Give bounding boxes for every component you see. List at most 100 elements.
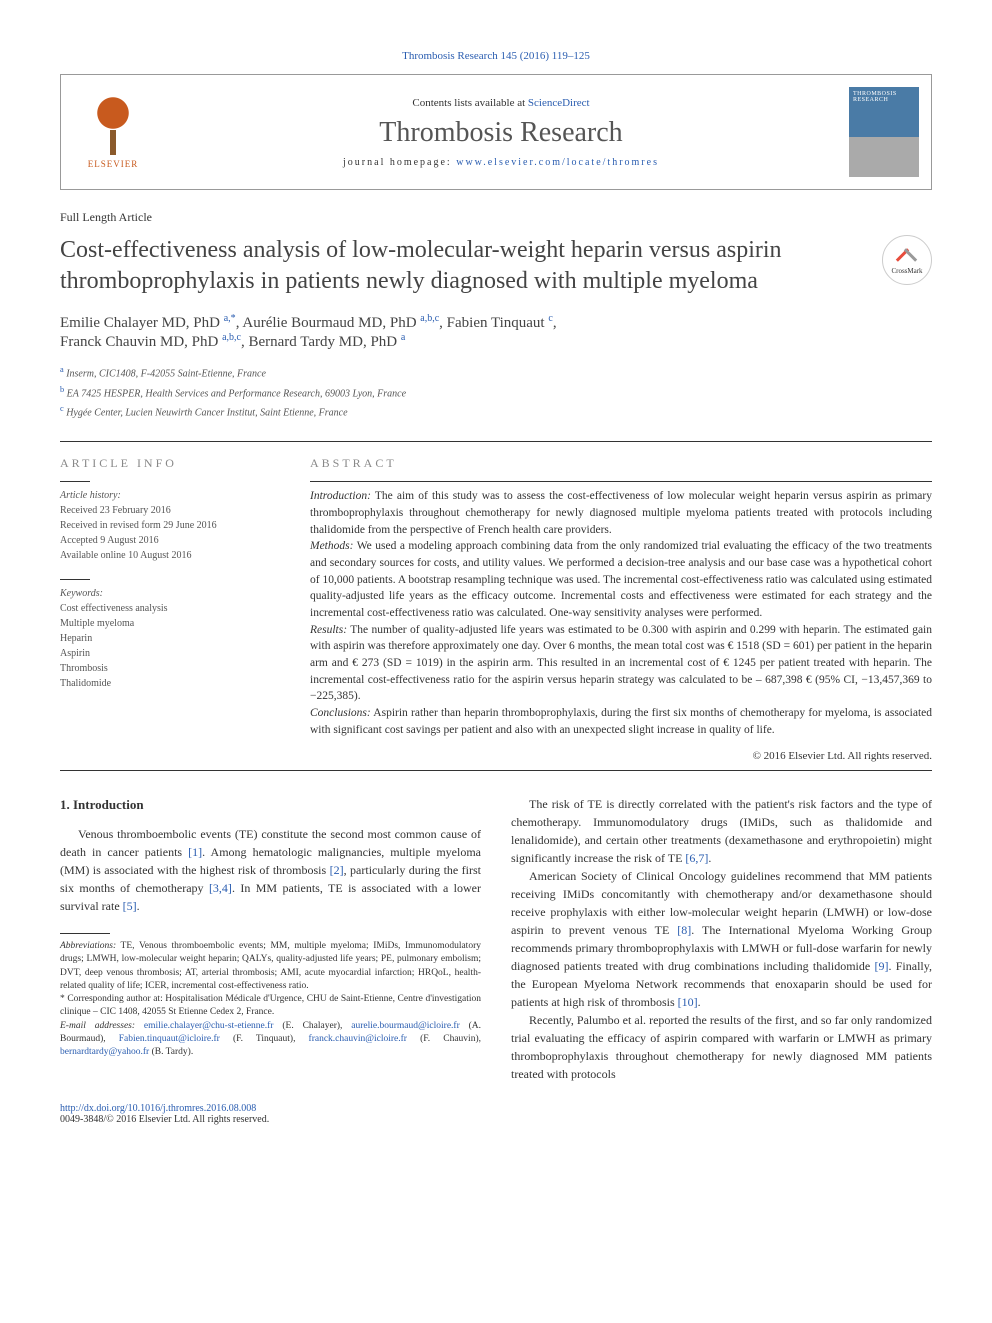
email-link[interactable]: Fabien.tinquaut@icloire.fr (119, 1034, 220, 1044)
emails-footnote: E-mail addresses: emilie.chalayer@chu-st… (60, 1020, 481, 1060)
author: Emilie Chalayer MD, PhD (60, 315, 220, 331)
affil-key: c (60, 404, 64, 413)
email-who: (E. Chalayer), (273, 1021, 351, 1031)
ref-link[interactable]: [3,4] (209, 881, 232, 895)
history-item: Received 23 February 2016 (60, 503, 280, 518)
homepage-prefix: journal homepage: (343, 157, 456, 168)
email-link[interactable]: aurelie.bourmaud@icloire.fr (351, 1021, 459, 1031)
affil-text: EA 7425 HESPER, Health Services and Perf… (67, 388, 406, 399)
article-info-column: ARTICLE INFO Article history: Received 2… (60, 456, 280, 762)
contents-prefix: Contents lists available at (412, 97, 527, 109)
ref-link[interactable]: [8] (677, 923, 691, 937)
journal-cover-thumbnail: THROMBOSIS RESEARCH (849, 87, 919, 177)
journal-ref-link[interactable]: Thrombosis Research 145 (2016) 119–125 (402, 50, 590, 62)
body-para: Recently, Palumbo et al. reported the re… (511, 1011, 932, 1083)
author: Aurélie Bourmaud MD, PhD (242, 315, 416, 331)
email-link[interactable]: franck.chauvin@icloire.fr (309, 1034, 407, 1044)
abbreviations-footnote: Abbreviations: TE, Venous thromboembolic… (60, 940, 481, 993)
publisher-name: ELSEVIER (88, 159, 139, 169)
keywords-block: Keywords: Cost effectiveness analysis Mu… (60, 586, 280, 691)
crossmark-badge[interactable]: CrossMark (882, 235, 932, 285)
body-para: Venous thromboembolic events (TE) consti… (60, 825, 481, 915)
homepage-link[interactable]: www.elsevier.com/locate/thromres (456, 157, 659, 168)
email-link[interactable]: bernardtardy@yahoo.fr (60, 1047, 149, 1057)
abbrev-label: Abbreviations: (60, 941, 116, 951)
article-info-heading: ARTICLE INFO (60, 456, 280, 471)
author-affil: a (401, 332, 405, 343)
abstract-conclusions-label: Conclusions: (310, 707, 371, 719)
footnote-rule (60, 933, 110, 934)
author-affil: c (548, 313, 552, 324)
email-who: (F. Tinquaut), (220, 1034, 309, 1044)
abstract-column: ABSTRACT Introduction: The aim of this s… (310, 456, 932, 762)
info-abstract-row: ARTICLE INFO Article history: Received 2… (60, 456, 932, 762)
contents-line: Contents lists available at ScienceDirec… (153, 97, 849, 109)
affil-key: b (60, 385, 64, 394)
ref-link[interactable]: [2] (330, 863, 344, 877)
abstract-results: The number of quality-adjusted life year… (310, 624, 932, 703)
elsevier-tree-icon (83, 95, 143, 155)
elsevier-logo: ELSEVIER (73, 87, 153, 177)
homepage-line: journal homepage: www.elsevier.com/locat… (153, 157, 849, 168)
history-item: Accepted 9 August 2016 (60, 533, 280, 548)
sciencedirect-link[interactable]: ScienceDirect (528, 97, 590, 109)
header-center: Contents lists available at ScienceDirec… (153, 97, 849, 168)
ref-link[interactable]: [9] (874, 959, 888, 973)
email-who: (B. Tardy). (149, 1047, 193, 1057)
keyword: Aspirin (60, 646, 280, 661)
abstract-copyright: © 2016 Elsevier Ltd. All rights reserved… (310, 750, 932, 762)
author-affil: a,b,c (222, 332, 241, 343)
abstract-rule (310, 481, 932, 482)
affil-text: Hygée Center, Lucien Neuwirth Cancer Ins… (66, 407, 347, 418)
corresponding-footnote: * Corresponding author at: Hospitalisati… (60, 993, 481, 1020)
author: Bernard Tardy MD, PhD (248, 334, 397, 350)
history-label: Article history: (60, 488, 280, 503)
article-title: Cost-effectiveness analysis of low-molec… (60, 235, 860, 297)
section-rule (60, 770, 932, 771)
crossmark-icon (897, 245, 917, 265)
doi-link[interactable]: http://dx.doi.org/10.1016/j.thromres.201… (60, 1103, 256, 1114)
crossmark-label: CrossMark (891, 267, 922, 275)
affiliations: a Inserm, CIC1408, F-42055 Saint-Etienne… (60, 363, 932, 421)
abstract-intro-label: Introduction: (310, 490, 371, 502)
email-link[interactable]: emilie.chalayer@chu-st-etienne.fr (144, 1021, 274, 1031)
ref-link[interactable]: [1] (188, 845, 202, 859)
abstract-results-label: Results: (310, 624, 347, 636)
mini-rule (60, 481, 90, 482)
keyword: Heparin (60, 631, 280, 646)
affil-key: a (60, 365, 64, 374)
author: Fabien Tinquaut (447, 315, 545, 331)
corresponding-text: Corresponding author at: Hospitalisation… (60, 994, 481, 1017)
keyword: Thalidomide (60, 676, 280, 691)
footnotes: Abbreviations: TE, Venous thromboembolic… (60, 940, 481, 1060)
affil-text: Inserm, CIC1408, F-42055 Saint-Etienne, … (66, 369, 266, 380)
author-affil: a,b,c (420, 313, 439, 324)
ref-link[interactable]: [10] (678, 995, 698, 1009)
body-col-left: 1. Introduction Venous thromboembolic ev… (60, 795, 481, 1083)
keyword: Multiple myeloma (60, 616, 280, 631)
body-para: American Society of Clinical Oncology gu… (511, 867, 932, 1011)
abbrev-text: TE, Venous thromboembolic events; MM, mu… (60, 941, 481, 991)
journal-name: Thrombosis Research (153, 117, 849, 149)
ref-link[interactable]: [5] (123, 899, 137, 913)
abstract-conclusions: Aspirin rather than heparin thromboproph… (310, 707, 932, 736)
body-columns: 1. Introduction Venous thromboembolic ev… (60, 795, 932, 1083)
abstract-methods-label: Methods: (310, 540, 353, 552)
email-label: E-mail addresses: (60, 1021, 135, 1031)
author: Franck Chauvin MD, PhD (60, 334, 218, 350)
abstract-intro: The aim of this study was to assess the … (310, 490, 932, 535)
mini-rule (60, 579, 90, 580)
issn-copyright: 0049-3848/© 2016 Elsevier Ltd. All right… (60, 1114, 932, 1125)
history-item: Received in revised form 29 June 2016 (60, 518, 280, 533)
doi-line: http://dx.doi.org/10.1016/j.thromres.201… (60, 1103, 932, 1114)
ref-link[interactable]: [6,7] (685, 851, 708, 865)
keyword: Cost effectiveness analysis (60, 601, 280, 616)
authors-list: Emilie Chalayer MD, PhD a,*, Aurélie Bou… (60, 313, 932, 351)
abstract-methods: We used a modeling approach combining da… (310, 540, 932, 619)
abstract-heading: ABSTRACT (310, 456, 932, 471)
article-type: Full Length Article (60, 210, 932, 225)
article-history: Article history: Received 23 February 20… (60, 488, 280, 563)
keyword: Thrombosis (60, 661, 280, 676)
author-affil: a,* (224, 313, 236, 324)
email-who: (F. Chauvin), (407, 1034, 481, 1044)
